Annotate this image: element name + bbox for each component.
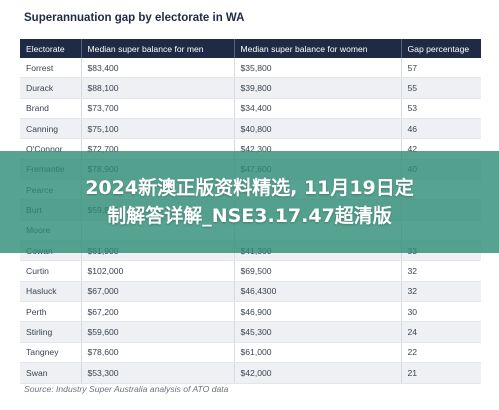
- cell-median-women: $61,000: [234, 342, 402, 364]
- header-electorate: Electorate: [20, 39, 82, 58]
- cell-median-women: $35,800: [234, 58, 402, 79]
- cell-median-men: $102,000: [81, 260, 235, 282]
- cell-median-men: $67,000: [81, 281, 235, 303]
- cell-gap-percentage: 24: [401, 321, 481, 343]
- cell-electorate: Perth: [20, 301, 82, 323]
- table-row: Forrest $83,400 $35,800 57: [20, 58, 481, 79]
- table-row: Hasluck $67,000 $46,4300 32: [20, 281, 481, 303]
- cell-median-men: $75,100: [81, 118, 235, 140]
- table-row: Canning $75,100 $40,800 46: [20, 118, 481, 140]
- cell-electorate: Hasluck: [20, 281, 82, 303]
- cell-gap-percentage: 57: [401, 58, 481, 79]
- cell-median-men: $73,700: [81, 98, 235, 120]
- cell-median-women: $46,4300: [234, 281, 402, 303]
- cell-gap-percentage: 46: [401, 118, 481, 140]
- cell-median-men: $67,200: [81, 301, 235, 323]
- cell-median-men: $78,600: [81, 342, 235, 364]
- header-median-women: Median super balance for women: [234, 39, 402, 58]
- table-row: Brand $73,700 $34,400 53: [20, 98, 481, 120]
- cell-gap-percentage: 55: [401, 77, 481, 99]
- table-title: Superannuation gap by electorate in WA: [24, 12, 245, 24]
- table-row: Swan $53,300 $42,000 21: [20, 362, 481, 384]
- cell-gap-percentage: 32: [401, 260, 481, 282]
- table-row: Curtin $102,000 $69,500 32: [20, 260, 481, 282]
- cell-gap-percentage: 30: [401, 301, 481, 323]
- table-row: Durack $88,100 $39,800 55: [20, 77, 481, 99]
- cell-electorate: Brand: [20, 98, 82, 120]
- cell-median-women: $45,300: [234, 321, 402, 343]
- cell-electorate: Forrest: [20, 58, 82, 79]
- cell-gap-percentage: 53: [401, 98, 481, 120]
- cell-median-women: $46,900: [234, 301, 402, 323]
- cell-median-women: $42,000: [234, 362, 402, 384]
- cell-gap-percentage: 22: [401, 342, 481, 364]
- header-gap-percentage: Gap percentage: [401, 39, 481, 58]
- cell-median-men: $88,100: [81, 77, 235, 99]
- cell-median-men: $83,400: [81, 58, 235, 79]
- table-row: Perth $67,200 $46,900 30: [20, 301, 481, 323]
- table-row: Tangney $78,600 $61,000 22: [20, 342, 481, 364]
- cell-electorate: Tangney: [20, 342, 82, 364]
- source-note: Source: Industry Super Australia analysi…: [24, 384, 229, 394]
- cell-median-men: $59,600: [81, 321, 235, 343]
- table-header-row: Electorate Median super balance for men …: [20, 39, 481, 58]
- table-row: Stirling $59,600 $45,300 24: [20, 321, 481, 343]
- cell-median-women: $69,500: [234, 260, 402, 282]
- watermark-banner: 2024新澳正版资料精选, 11月19日定 制解答详解_NSE3.17.47超清…: [0, 151, 499, 253]
- cell-median-women: $39,800: [234, 77, 402, 99]
- cell-gap-percentage: 21: [401, 362, 481, 384]
- cell-electorate: Canning: [20, 118, 82, 140]
- header-median-men: Median super balance for men: [81, 39, 235, 58]
- cell-median-women: $34,400: [234, 98, 402, 120]
- cell-electorate: Stirling: [20, 321, 82, 343]
- watermark-line-2: 制解答详解_NSE3.17.47超清版: [107, 205, 392, 227]
- cell-electorate: Swan: [20, 362, 82, 384]
- cell-median-women: $40,800: [234, 118, 402, 140]
- cell-electorate: Curtin: [20, 260, 82, 282]
- cell-median-men: $53,300: [81, 362, 235, 384]
- watermark-line-1: 2024新澳正版资料精选, 11月19日定: [85, 177, 414, 199]
- cell-electorate: Durack: [20, 77, 82, 99]
- watermark-text: 2024新澳正版资料精选, 11月19日定 制解答详解_NSE3.17.47超清…: [0, 151, 499, 253]
- cell-gap-percentage: 32: [401, 281, 481, 303]
